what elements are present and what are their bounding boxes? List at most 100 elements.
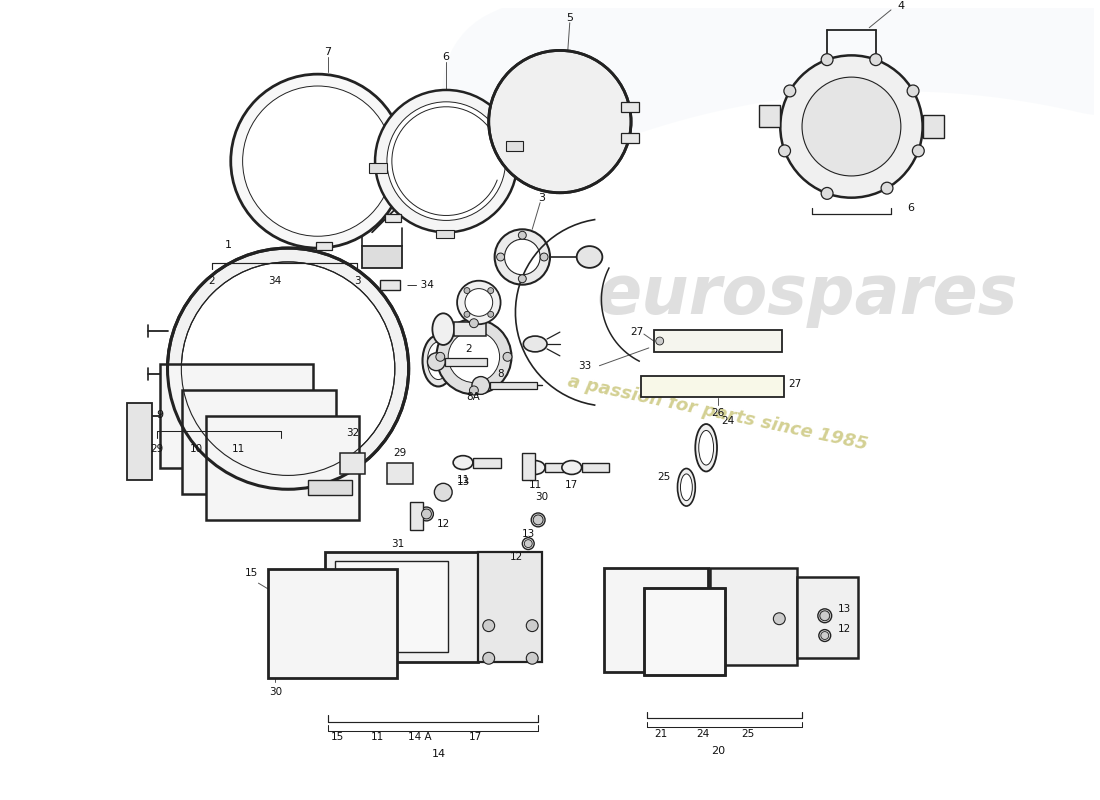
Text: 9: 9: [156, 410, 163, 420]
Text: 12: 12: [437, 519, 450, 529]
Circle shape: [436, 352, 444, 362]
Bar: [316, 242, 331, 250]
Text: 11: 11: [371, 732, 384, 742]
Text: 25: 25: [741, 730, 755, 739]
Bar: [183, 390, 336, 494]
Bar: [653, 330, 782, 352]
Text: 13: 13: [456, 478, 470, 487]
Bar: [206, 416, 360, 520]
Circle shape: [526, 652, 538, 664]
Circle shape: [483, 652, 495, 664]
Ellipse shape: [818, 630, 830, 642]
Circle shape: [243, 86, 393, 236]
Circle shape: [802, 77, 901, 176]
Text: 27: 27: [789, 378, 802, 389]
Ellipse shape: [576, 246, 603, 268]
Bar: [126, 403, 152, 480]
Circle shape: [518, 274, 526, 282]
Bar: [477, 551, 542, 662]
Bar: [644, 588, 725, 675]
Circle shape: [822, 187, 833, 199]
Text: 33: 33: [578, 361, 591, 370]
Bar: [759, 105, 780, 126]
Text: 27: 27: [630, 327, 644, 337]
Circle shape: [483, 620, 495, 631]
Text: 14 A: 14 A: [408, 732, 431, 742]
Text: 14: 14: [432, 749, 447, 759]
Text: 6: 6: [908, 202, 914, 213]
Circle shape: [526, 620, 538, 631]
Ellipse shape: [562, 461, 582, 474]
Circle shape: [503, 352, 512, 362]
Circle shape: [773, 613, 785, 625]
Bar: [621, 102, 639, 112]
Bar: [604, 568, 708, 672]
Ellipse shape: [522, 538, 535, 550]
Bar: [362, 246, 402, 268]
Circle shape: [518, 231, 526, 239]
Circle shape: [495, 230, 550, 285]
Text: 15: 15: [245, 568, 258, 578]
Text: 17: 17: [470, 732, 483, 742]
Circle shape: [421, 509, 431, 519]
Bar: [490, 382, 537, 390]
Bar: [324, 551, 477, 662]
Circle shape: [437, 319, 512, 394]
Circle shape: [908, 85, 918, 97]
Circle shape: [464, 288, 470, 294]
Text: 26: 26: [712, 408, 725, 418]
Bar: [711, 568, 798, 665]
Text: 7: 7: [324, 47, 331, 58]
Circle shape: [182, 262, 395, 475]
Text: 3: 3: [539, 193, 546, 202]
Circle shape: [464, 311, 470, 318]
Text: 29: 29: [393, 448, 406, 458]
Bar: [370, 163, 387, 173]
Bar: [546, 462, 573, 473]
Text: — 34: — 34: [407, 280, 433, 290]
Circle shape: [779, 145, 791, 157]
Ellipse shape: [531, 513, 546, 527]
Circle shape: [375, 90, 517, 232]
Ellipse shape: [428, 342, 449, 379]
Circle shape: [448, 331, 499, 382]
Bar: [308, 480, 352, 495]
Circle shape: [534, 515, 543, 525]
Bar: [334, 562, 448, 652]
Text: 32: 32: [345, 428, 359, 438]
Circle shape: [821, 631, 828, 639]
Bar: [798, 578, 858, 658]
Text: 24: 24: [696, 730, 710, 739]
Bar: [387, 462, 412, 484]
Bar: [473, 458, 500, 467]
Text: 13: 13: [521, 529, 535, 538]
Circle shape: [387, 102, 506, 221]
Ellipse shape: [434, 483, 452, 501]
Text: 24: 24: [722, 416, 735, 426]
Circle shape: [822, 54, 833, 66]
Ellipse shape: [695, 424, 717, 471]
Bar: [621, 134, 639, 143]
Bar: [437, 230, 454, 238]
Text: 25: 25: [657, 472, 670, 482]
Text: 2: 2: [209, 276, 216, 286]
Circle shape: [912, 145, 924, 157]
Circle shape: [496, 253, 505, 261]
Circle shape: [784, 85, 795, 97]
Circle shape: [428, 353, 446, 370]
Ellipse shape: [817, 609, 832, 622]
Ellipse shape: [422, 335, 454, 386]
Circle shape: [656, 337, 663, 345]
Circle shape: [714, 613, 726, 625]
Text: 30: 30: [536, 492, 549, 502]
Ellipse shape: [432, 314, 454, 345]
Text: 4: 4: [898, 1, 904, 11]
Text: 10: 10: [189, 444, 202, 454]
Text: 8A: 8A: [466, 392, 480, 402]
Ellipse shape: [524, 336, 547, 352]
Circle shape: [820, 611, 829, 621]
Text: 12: 12: [509, 553, 522, 562]
Circle shape: [505, 239, 540, 274]
Bar: [341, 453, 365, 474]
Circle shape: [231, 74, 405, 248]
